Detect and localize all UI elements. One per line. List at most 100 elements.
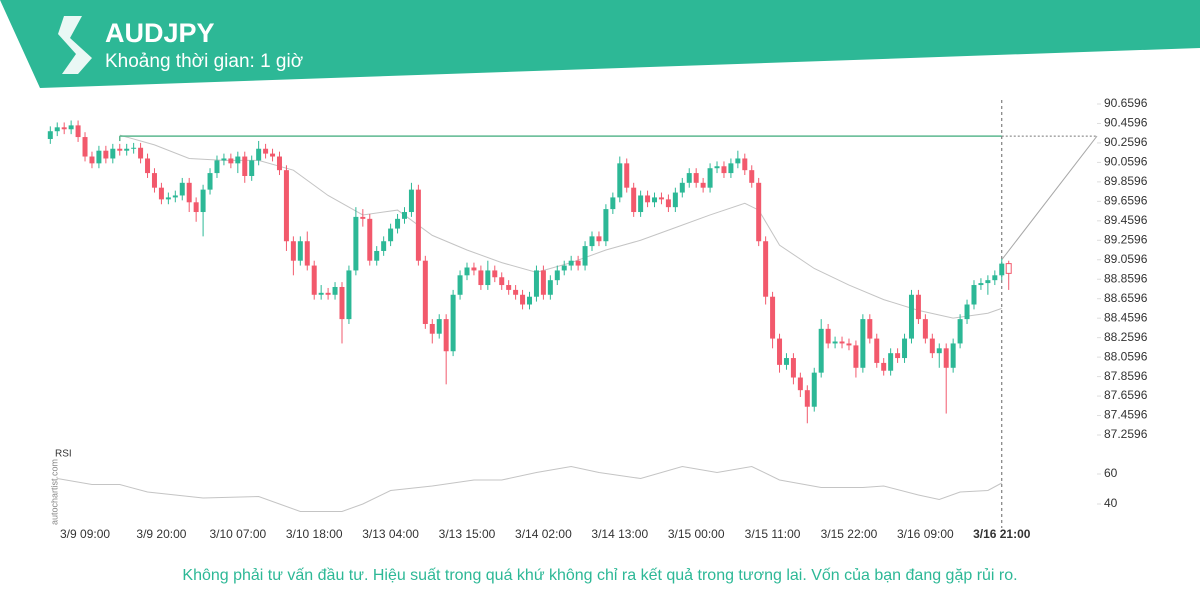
candle-body (693, 173, 699, 183)
candle-body (971, 285, 977, 305)
candle-body (110, 148, 116, 159)
candle-body (783, 358, 789, 365)
y-tick-label: 88.8596 (1104, 271, 1148, 285)
candle-body (860, 319, 866, 368)
y-tick-label: 89.4596 (1104, 213, 1148, 227)
candle-body (686, 173, 692, 183)
candle-body (68, 125, 74, 130)
candle-body (367, 218, 373, 261)
candle-body (478, 270, 484, 286)
candle-body (131, 147, 137, 149)
candle-body (568, 260, 574, 266)
candle-body (408, 189, 414, 213)
candle-body (631, 187, 637, 213)
candle-body (728, 163, 734, 174)
x-tick-label: 3/10 18:00 (286, 527, 343, 541)
y-tick-label: 87.8596 (1104, 369, 1148, 383)
candle-body (742, 158, 748, 171)
candle-body (797, 377, 803, 391)
candle-body (943, 348, 949, 368)
y-tick-label: 88.6596 (1104, 291, 1148, 305)
x-tick-label: 3/10 07:00 (209, 527, 266, 541)
candle-body (999, 263, 1005, 276)
x-tick-label: 3/16 21:00 (973, 527, 1031, 541)
candle-body (804, 390, 810, 407)
y-tick-label: 90.2596 (1104, 135, 1148, 149)
candle-body (554, 270, 560, 281)
candle-body (825, 328, 831, 344)
x-tick-label: 3/9 20:00 (136, 527, 186, 541)
rsi-tick-label: 40 (1104, 496, 1118, 510)
candle-body (332, 286, 338, 295)
candle-body (881, 362, 887, 371)
candle-body (270, 153, 276, 157)
candle-body (603, 209, 609, 242)
y-tick-label: 88.2596 (1104, 330, 1148, 344)
candle-body (839, 341, 845, 344)
candle-body (846, 343, 852, 346)
candle-body (422, 260, 428, 324)
candle-body (950, 343, 956, 368)
y-tick-label: 89.6596 (1104, 194, 1148, 208)
candle-body (151, 173, 157, 188)
candle-body (596, 236, 602, 242)
candle-body (888, 353, 894, 371)
candle-body (575, 260, 581, 266)
candle-body (290, 241, 296, 261)
candle-body (547, 280, 553, 295)
candle-body (679, 182, 685, 193)
x-tick-label: 3/14 13:00 (591, 527, 648, 541)
candle-body (165, 197, 171, 200)
candle-body (756, 182, 762, 242)
candle-body (770, 296, 776, 339)
candle-body (499, 277, 505, 286)
candle-body (228, 158, 234, 164)
y-tick-label: 88.0596 (1104, 349, 1148, 363)
candle-body (297, 241, 303, 261)
x-tick-label: 3/15 00:00 (668, 527, 725, 541)
candle-body (513, 289, 519, 295)
x-tick-label: 3/13 04:00 (362, 527, 419, 541)
candle-body (777, 338, 783, 365)
candle-body (457, 275, 463, 295)
candle-body (908, 294, 914, 339)
candle-body (124, 148, 130, 151)
rsi-label: RSI (55, 449, 72, 460)
candle-body (964, 304, 970, 320)
candle-body (700, 182, 706, 188)
candle-body (381, 241, 387, 251)
candle-body (485, 270, 491, 286)
x-tick-label: 3/9 09:00 (60, 527, 110, 541)
candle-body (589, 236, 595, 247)
candle-body (665, 199, 671, 208)
candle-body (749, 170, 755, 183)
candle-body (145, 158, 151, 174)
candle-body (929, 338, 935, 354)
candle-body (915, 294, 921, 320)
candle-body (902, 338, 908, 359)
candle-body (89, 156, 95, 164)
candle-body (82, 137, 88, 157)
candle-body (339, 286, 345, 320)
y-tick-label: 87.6596 (1104, 388, 1148, 402)
y-tick-label: 89.0596 (1104, 252, 1148, 266)
candle-body (415, 189, 421, 261)
candle-body (429, 323, 435, 334)
candle-body (61, 127, 67, 130)
candle-body (707, 168, 713, 188)
candle-body (638, 195, 644, 213)
candle-body (721, 166, 727, 174)
candle-body (263, 148, 269, 154)
x-tick-label: 3/16 09:00 (897, 527, 954, 541)
candle-body (624, 163, 630, 188)
candle-body (443, 319, 449, 352)
candle-body (138, 147, 144, 159)
candle-body (96, 150, 102, 164)
candle-body (276, 156, 282, 171)
candle-body (936, 348, 942, 354)
candle-body (811, 372, 817, 407)
candle-body (1005, 263, 1012, 274)
candle-body (242, 156, 248, 177)
candle-body (922, 319, 928, 339)
